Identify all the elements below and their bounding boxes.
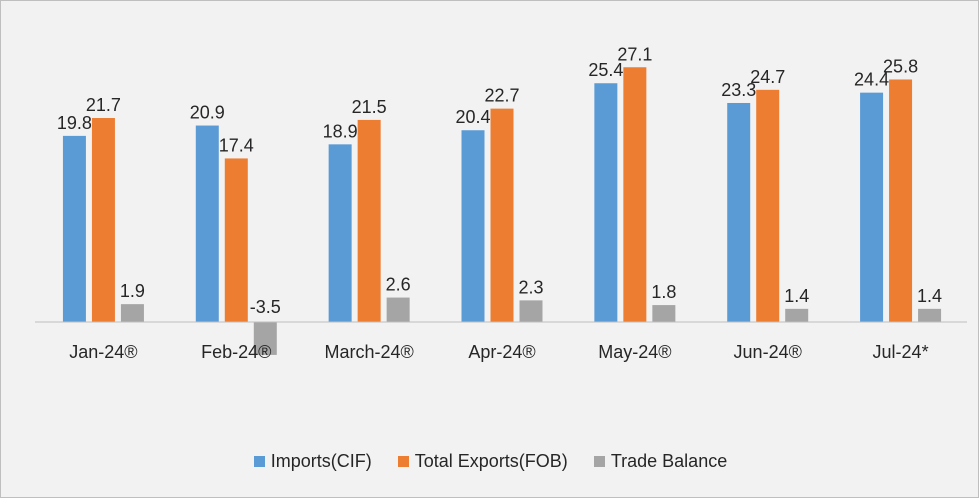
bar [253, 322, 277, 355]
data-label: 27.1 [617, 44, 652, 64]
data-label: 18.9 [323, 121, 358, 141]
x-tick-label: Jul-24* [873, 342, 929, 362]
bar [386, 297, 410, 322]
data-label: -3.5 [250, 297, 281, 317]
legend-item-trade-balance: Trade Balance [593, 451, 728, 472]
bar [889, 79, 913, 322]
bar [91, 118, 115, 323]
data-label: 1.4 [784, 286, 809, 306]
legend-label-imports: Imports(CIF) [270, 451, 372, 471]
bar [652, 305, 676, 322]
x-tick-label: March-24® [324, 342, 413, 362]
data-label: 19.8 [57, 113, 92, 133]
bar [490, 108, 514, 323]
bar [120, 304, 144, 322]
legend-item-imports: Imports(CIF) [253, 451, 372, 472]
bar [357, 119, 381, 323]
bar [594, 83, 618, 323]
x-tick-label: May-24® [598, 342, 671, 362]
bar-chart: 19.821.7 1.9 Jan-24® 20.9 17.4 -3.5 Feb-24® 18.… [35, 44, 967, 362]
legend-item-exports: Total Exports(FOB) [397, 451, 568, 472]
bar [785, 308, 809, 322]
bar [860, 92, 884, 322]
data-label: 1.8 [651, 282, 676, 302]
bar [519, 300, 543, 322]
x-tick-label: Apr-24® [468, 342, 535, 362]
legend: Imports(CIF) Total Exports(FOB) Trade Ba… [1, 451, 979, 472]
bar [62, 135, 86, 322]
data-label: 24.4 [854, 70, 889, 90]
bar [224, 158, 248, 322]
data-label: 20.9 [190, 103, 225, 123]
data-label: 25.8 [883, 56, 918, 76]
x-tick-label: Feb-24® [201, 342, 271, 362]
data-label: 2.6 [386, 275, 411, 295]
legend-swatch-trade-balance [593, 456, 605, 467]
legend-swatch-exports [397, 456, 409, 467]
bar [918, 308, 942, 322]
data-label: 22.7 [484, 86, 519, 106]
data-label: 21.5 [352, 97, 387, 117]
data-label: 1.4 [917, 286, 942, 306]
data-label: 1.9 [120, 281, 145, 301]
x-tick-label: Jan-24® [69, 342, 137, 362]
data-label: 20.4 [455, 107, 490, 127]
data-label: 23.3 [721, 80, 756, 100]
bar [623, 67, 647, 322]
bar [195, 125, 219, 322]
bar [461, 130, 485, 322]
x-tick-label: Jun-24® [734, 342, 802, 362]
bar [328, 144, 352, 322]
data-label: 25.4 [588, 60, 623, 80]
data-label: 24.7 [750, 67, 785, 87]
data-label: 2.3 [518, 277, 543, 297]
bar [727, 102, 751, 322]
legend-swatch-imports [253, 456, 265, 467]
data-label: 21.7 [86, 95, 121, 115]
legend-label-trade-balance: Trade Balance [610, 451, 728, 471]
bar [756, 89, 780, 322]
legend-label-exports: Total Exports(FOB) [414, 451, 568, 471]
data-label: 17.4 [219, 135, 254, 155]
